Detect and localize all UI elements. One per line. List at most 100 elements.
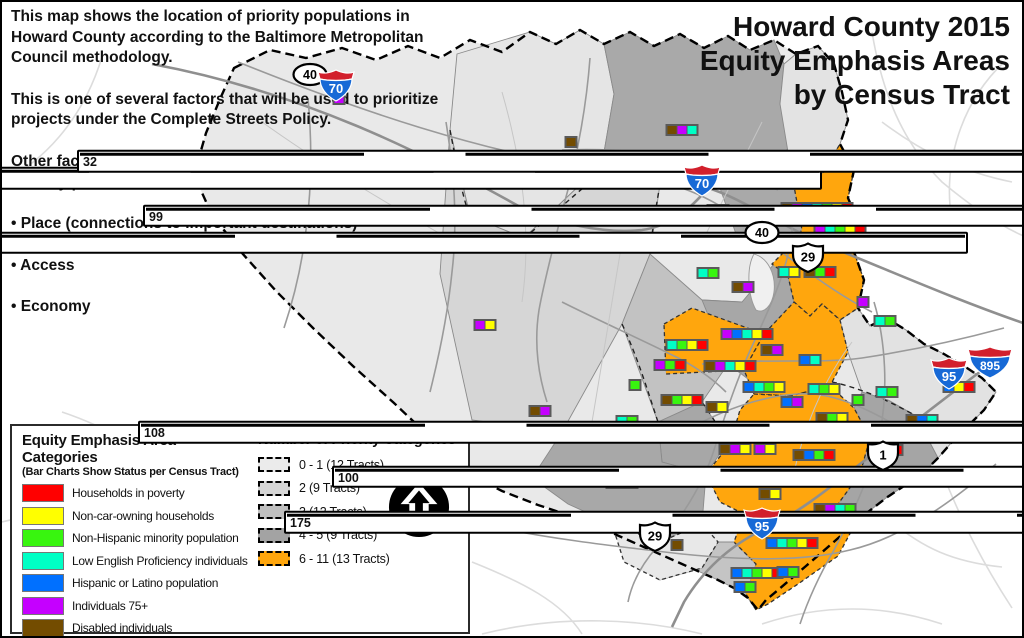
- category-label: Hispanic or Latino population: [72, 576, 219, 591]
- category-color-swatch: [22, 619, 64, 636]
- bar-segment-brown: [794, 451, 804, 459]
- bar-segment-cyan: [742, 569, 752, 577]
- category-color-swatch: [22, 596, 64, 615]
- bar-segment-cyan: [825, 224, 835, 232]
- legend-category-row: Low English Proficiency individuals: [22, 550, 254, 573]
- bar-segment-blue: [800, 356, 810, 364]
- bar-segment-green: [630, 381, 640, 389]
- bar-segment-blue: [732, 569, 742, 577]
- svg-text:40: 40: [303, 68, 317, 82]
- tract-bar-chart: [807, 383, 841, 395]
- bar-segment-red: [675, 361, 685, 369]
- priority-color-swatch: [258, 480, 290, 496]
- legend-category-row: Non-car-owning households: [22, 505, 254, 528]
- bar-segment-purple: [772, 346, 782, 354]
- bar-segment-brown: [762, 346, 772, 354]
- bar-segment-cyan: [779, 268, 789, 276]
- bar-segment-red: [697, 341, 707, 349]
- bar-segment-yellow: [797, 539, 807, 547]
- tract-bar-chart: [792, 449, 836, 461]
- bar-segment-cyan: [777, 539, 787, 547]
- md-shield-topbar: [141, 423, 1022, 427]
- bar-segment-green: [835, 224, 845, 232]
- bar-segment-cyan: [927, 416, 937, 424]
- bar-segment-yellow: [735, 362, 745, 370]
- tract-bar-chart: [670, 539, 684, 551]
- tract-bar-chart: [758, 488, 782, 500]
- tract-bar-chart: [705, 401, 729, 413]
- bar-segment-purple: [858, 298, 868, 306]
- tract-bar-chart: [873, 315, 897, 327]
- category-label: Individuals 75+: [72, 598, 148, 613]
- bar-segment-yellow: [762, 569, 772, 577]
- description-paragraph: This map shows the location of priority …: [11, 8, 424, 67]
- route-shield-us-oval-40: 40: [744, 220, 780, 250]
- bar-segment-green: [815, 268, 825, 276]
- legend-priority-row: 6 - 11 (13 Tracts): [258, 547, 470, 571]
- bar-segment-cyan: [687, 126, 697, 134]
- bar-segment-yellow: [740, 445, 750, 453]
- bar-segment-purple: [715, 362, 725, 370]
- category-label: Low English Proficiency individuals: [72, 553, 248, 568]
- bar-segment-blue: [767, 539, 777, 547]
- bar-segment-yellow: [845, 224, 855, 232]
- legend-categories-title: Equity Emphasis Area Categories: [22, 432, 176, 466]
- svg-text:1: 1: [879, 448, 886, 463]
- md-shield-topbar: [146, 207, 1022, 211]
- bar-segment-yellow: [717, 403, 727, 411]
- page-title: Howard County 2015 Equity Emphasis Areas…: [580, 10, 1010, 112]
- bar-segment-cyan: [875, 317, 885, 325]
- bar-segment-cyan: [810, 356, 820, 364]
- bar-segment-brown: [530, 407, 540, 415]
- category-label: Non-car-owning households: [72, 508, 214, 523]
- bar-segment-yellow: [774, 383, 784, 391]
- svg-text:95: 95: [755, 519, 769, 534]
- category-color-swatch: [22, 529, 64, 548]
- bar-segment-purple: [730, 445, 740, 453]
- tract-bar-chart: [720, 328, 774, 340]
- bar-segment-purple: [815, 224, 825, 232]
- route-shield-state-32: 32: [77, 149, 1022, 173]
- tract-bar-chart: [473, 319, 497, 331]
- md-shield-topbar: [80, 152, 1022, 156]
- category-color-swatch: [22, 484, 64, 503]
- bar-segment-cyan: [877, 388, 887, 396]
- county-boundary: [192, 28, 998, 612]
- svg-text:40: 40: [755, 226, 769, 240]
- legend-category-row: Non-Hispanic minority population: [22, 527, 254, 550]
- bar-segment-cyan: [698, 269, 708, 277]
- svg-text:70: 70: [695, 176, 709, 191]
- bar-segment-green: [745, 583, 755, 591]
- route-shield-interstate-70: 70: [317, 69, 355, 107]
- tract-bar-chart: [696, 267, 720, 279]
- category-color-swatch: [22, 551, 64, 570]
- bar-segment-cyan: [809, 385, 819, 393]
- tract-bar-chart: [798, 354, 822, 366]
- tract-bar-chart: [780, 396, 804, 408]
- bar-segment-yellow: [829, 385, 839, 393]
- legend-category-row: Disabled individuals: [22, 617, 254, 636]
- route-shield-us-1: 1: [865, 440, 901, 477]
- tract-bar-chart: [665, 339, 709, 351]
- category-color-swatch: [22, 506, 64, 525]
- svg-text:29: 29: [801, 250, 815, 265]
- bar-segment-blue: [732, 330, 742, 338]
- other-factor-item: Access: [11, 256, 469, 277]
- bar-segment-brown: [667, 126, 677, 134]
- bar-segment-blue: [804, 451, 814, 459]
- priority-color-swatch: [258, 457, 290, 473]
- bar-segment-blue: [735, 583, 745, 591]
- bar-segment-yellow: [682, 396, 692, 404]
- legend-category-row: Individuals 75+: [22, 595, 254, 618]
- svg-text:95: 95: [942, 369, 956, 384]
- bar-segment-cyan: [835, 505, 845, 513]
- tract-bar-chart: [718, 443, 752, 455]
- bar-segment-cyan: [742, 330, 752, 338]
- tract-bar-chart: [733, 581, 757, 593]
- route-shield-state-99: 99: [143, 204, 1022, 227]
- legend-category-row: Hispanic or Latino population: [22, 572, 254, 595]
- bar-segment-purple: [475, 321, 485, 329]
- tract-bar-chart: [731, 281, 755, 293]
- bar-segment-purple: [743, 283, 753, 291]
